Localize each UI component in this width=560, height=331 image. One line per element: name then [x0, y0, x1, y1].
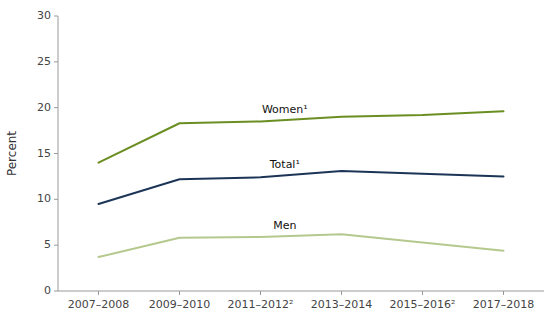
y-tick: [54, 291, 58, 292]
x-tick: [341, 291, 342, 295]
x-tick-label: 2015–2016²: [390, 298, 456, 311]
series-label: Total¹: [269, 158, 300, 171]
y-axis-label: Percent: [5, 131, 19, 176]
series-label: Women¹: [262, 103, 308, 116]
y-tick: [54, 107, 58, 108]
chart-container: 0 5 10 15 20 25 30 2007–2008 2009–2010 2011–2012²…: [0, 0, 560, 331]
x-tick-label: 2017–2018: [473, 298, 535, 311]
axes: 0 5 10 15 20 25 30 2007–2008 2009–2010 2011–2012²…: [5, 9, 544, 311]
series-label: Men: [273, 219, 296, 232]
x-tick: [260, 291, 261, 295]
y-tick-label: 15: [37, 147, 51, 160]
x-tick-label: 2011–2012²: [228, 298, 294, 311]
y-tick-label: 20: [37, 101, 51, 114]
x-tick-label: 2013–2014: [311, 298, 373, 311]
chart-svg: 0 5 10 15 20 25 30 2007–2008 2009–2010 2011–2012²…: [0, 0, 560, 331]
y-tick-label: 5: [44, 238, 51, 251]
y-tick: [54, 16, 58, 17]
y-tick-label: 0: [44, 284, 51, 297]
x-tick-label: 2009–2010: [149, 298, 211, 311]
y-tick: [54, 61, 58, 62]
x-tick: [179, 291, 180, 295]
x-axis-line: [58, 291, 544, 292]
y-tick: [54, 245, 58, 246]
series-line: [99, 171, 504, 204]
series-line: [99, 234, 504, 257]
x-tick: [503, 291, 504, 295]
x-tick: [98, 291, 99, 295]
y-tick: [54, 153, 58, 154]
lines: [99, 111, 504, 257]
series-line: [99, 111, 504, 162]
x-tick-label: 2007–2008: [68, 298, 130, 311]
y-tick-label: 30: [37, 9, 51, 22]
line-labels: Women¹ Total¹ Men: [262, 103, 308, 232]
y-tick-label: 25: [37, 55, 51, 68]
y-tick: [54, 199, 58, 200]
y-tick-label: 10: [37, 192, 51, 205]
x-tick: [422, 291, 423, 295]
